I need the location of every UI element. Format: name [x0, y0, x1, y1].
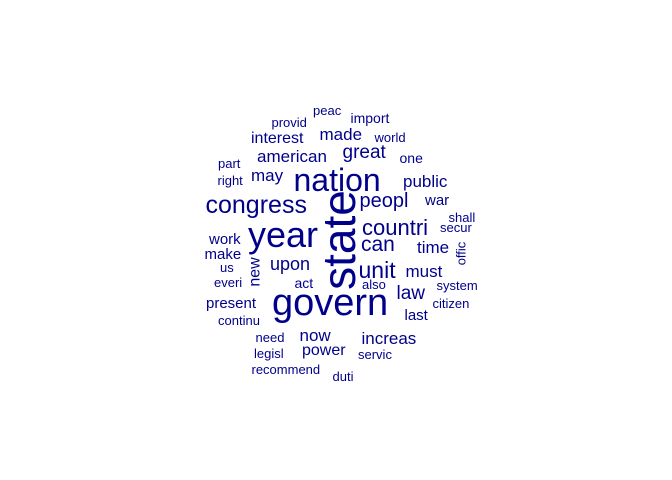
- word-peac: peac: [313, 102, 342, 118]
- word-year: year: [248, 214, 319, 255]
- word-also: also: [362, 276, 386, 292]
- word-peopl: peopl: [359, 190, 409, 212]
- word-world: world: [374, 129, 406, 145]
- word-citizen: citizen: [432, 295, 470, 311]
- word-time: time: [417, 237, 450, 257]
- word-legisl: legisl: [254, 345, 284, 361]
- word-act: act: [294, 275, 314, 291]
- word-state: state: [312, 190, 365, 290]
- word-interest: interest: [251, 130, 304, 147]
- word-make: make: [204, 245, 242, 263]
- word-import: import: [350, 110, 390, 126]
- word-secur: secur: [440, 219, 472, 235]
- word-power: power: [302, 342, 346, 359]
- word-must: must: [405, 261, 443, 281]
- word-american: american: [257, 146, 327, 166]
- word-duti: duti: [332, 368, 354, 384]
- word-provid: provid: [271, 114, 307, 130]
- word-public: public: [403, 171, 448, 191]
- word-us: us: [220, 259, 234, 275]
- word-work: work: [209, 230, 241, 248]
- word-one: one: [399, 150, 423, 166]
- word-need: need: [255, 329, 285, 345]
- word-great: great: [342, 141, 386, 163]
- word-nation: nation: [293, 162, 381, 198]
- word-present: present: [206, 294, 257, 312]
- word-unit: unit: [358, 256, 396, 283]
- word-shall: shall: [448, 209, 476, 225]
- word-now: now: [299, 325, 331, 345]
- word-law: law: [396, 282, 426, 304]
- word-servic: servic: [358, 346, 392, 362]
- word-govern: govern: [272, 282, 389, 324]
- word-recommend: recommend: [251, 361, 321, 377]
- word-countri: countri: [362, 215, 429, 240]
- word-last: last: [404, 306, 428, 324]
- word-may: may: [251, 165, 284, 185]
- word-can: can: [361, 232, 395, 256]
- word-part: part: [218, 155, 241, 171]
- word-congress: congress: [205, 190, 307, 219]
- word-right: right: [217, 172, 243, 188]
- word-offic: offic: [453, 241, 469, 265]
- word-new: new: [246, 257, 264, 287]
- word-continu: continu: [218, 312, 260, 328]
- word-system: system: [436, 277, 478, 293]
- word-increas: increas: [361, 328, 417, 348]
- word-upon: upon: [270, 254, 311, 274]
- word-war: war: [425, 191, 450, 209]
- word-made: made: [319, 124, 363, 144]
- word-everi: everi: [214, 274, 243, 290]
